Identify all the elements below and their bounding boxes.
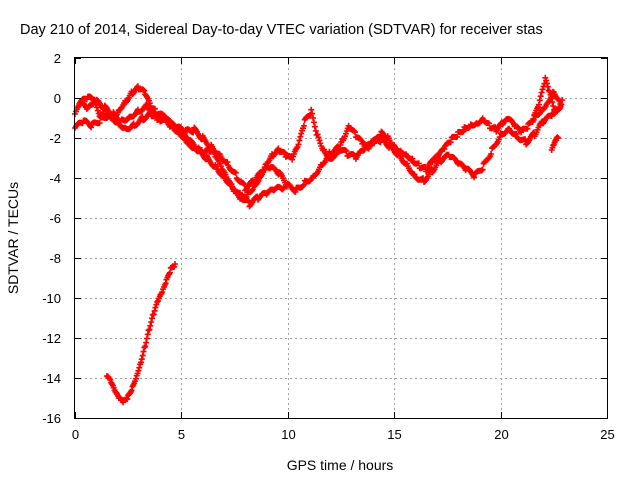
series-markers xyxy=(548,134,562,153)
series-markers xyxy=(529,74,566,125)
y-tick-label: -4 xyxy=(49,171,61,186)
x-tick-label: 10 xyxy=(281,427,295,442)
y-tick-label: 0 xyxy=(54,91,61,106)
x-tick-label: 15 xyxy=(387,427,401,442)
x-tick-label: 0 xyxy=(72,427,79,442)
series-track-c xyxy=(76,93,287,210)
x-axis-ticks: 0 5 10 15 20 25 xyxy=(72,58,615,442)
series-track-d xyxy=(529,74,566,125)
x-axis-label: GPS time / hours xyxy=(287,457,394,473)
chart-title: Day 210 of 2014, Sidereal Day-to-day VTE… xyxy=(20,22,543,38)
x-tick-label: 5 xyxy=(178,427,185,442)
series-markers xyxy=(103,261,178,406)
x-tick-label: 20 xyxy=(494,427,508,442)
y-axis-label: SDTVAR / TECUs xyxy=(5,182,21,294)
y-tick-label: -6 xyxy=(49,211,61,226)
series-track-a xyxy=(72,83,564,202)
series-markers xyxy=(76,93,287,210)
x-tick-label: 25 xyxy=(600,427,614,442)
series-markers xyxy=(72,105,564,195)
y-tick-label: 2 xyxy=(54,51,61,66)
series-track-b xyxy=(72,105,564,195)
series-track-e xyxy=(548,134,562,153)
y-axis-ticks: 2 0 -2 -4 -6 -8 -10 -12 -14 -16 xyxy=(42,51,607,426)
y-tick-label: -10 xyxy=(42,291,61,306)
series-track-f xyxy=(103,261,178,406)
y-tick-label: -2 xyxy=(49,131,61,146)
y-tick-label: -16 xyxy=(42,411,61,426)
y-tick-label: -8 xyxy=(49,251,61,266)
y-tick-label: -12 xyxy=(42,331,61,346)
data-points xyxy=(72,74,566,406)
series-markers xyxy=(72,83,564,202)
y-tick-label: -14 xyxy=(42,371,61,386)
plot-frame xyxy=(74,57,608,419)
